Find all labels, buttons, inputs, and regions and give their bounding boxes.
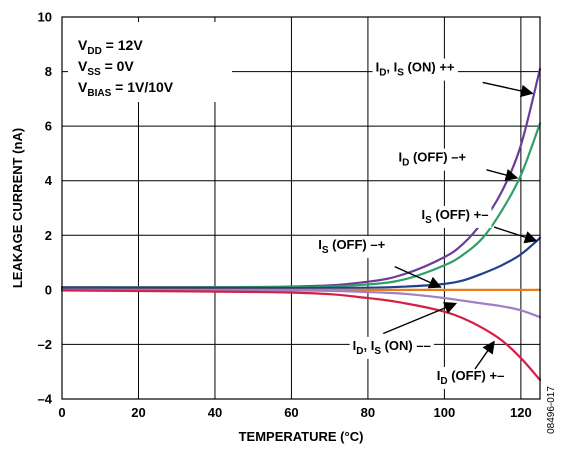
annotation-background — [418, 205, 492, 228]
x-tick-label: 100 — [434, 405, 456, 420]
x-tick-label: 80 — [361, 405, 375, 420]
series-line-2 — [60, 122, 542, 289]
x-tick-label: 120 — [510, 405, 532, 420]
annotation-background — [395, 148, 470, 171]
condition-text: VDD = 12V — [78, 37, 143, 57]
y-tick-label: 0 — [45, 282, 52, 297]
annotation-label: ID​, IS​ (ON) ++ — [376, 60, 455, 79]
annotation-arrow — [493, 226, 538, 244]
x-tick-label: 40 — [208, 405, 222, 420]
y-tick-label: 8 — [45, 64, 52, 79]
x-axis-label: TEMPERATURE (°C) — [239, 429, 364, 444]
annotation-label: ID​, IS​ (ON) –– — [353, 338, 431, 357]
x-tick-label: 60 — [284, 405, 298, 420]
annotation-1: ID​, IS​ (ON) ++ — [372, 58, 534, 98]
annotation-arrow — [394, 266, 442, 289]
annotation-6: ID​ (OFF) +– — [433, 340, 508, 389]
annotation-arrow — [482, 81, 534, 98]
annotation-arrow — [382, 302, 458, 335]
y-tick-label: 10 — [38, 10, 52, 25]
annotation-4: IS​ (OFF) –+ — [315, 235, 442, 289]
condition-text: VBIAS = 1V/10V — [78, 79, 174, 99]
annotation-2: ID​ (OFF) –+ — [395, 148, 519, 182]
series-line-6 — [60, 289, 542, 381]
conditions-background — [68, 22, 232, 102]
annotation-background — [349, 336, 434, 359]
annotation-background — [433, 366, 508, 389]
annotation-3: IS​ (OFF) +– — [418, 205, 538, 244]
annotation-label: ID​ (OFF) +– — [437, 368, 505, 387]
condition-text: VSS = 0V — [78, 58, 134, 78]
y-tick-label: –4 — [38, 392, 53, 407]
y-axis-label: LEAKAGE CURRENT (nA) — [10, 128, 25, 288]
figure-id: 08496-017 — [546, 386, 557, 434]
annotation-arrow — [474, 340, 495, 370]
series-line-3 — [60, 236, 542, 290]
annotation-5: ID​, IS​ (ON) –– — [349, 302, 458, 359]
plot-frame — [61, 16, 541, 400]
y-tick-label: 4 — [45, 173, 53, 188]
y-tick-label: –2 — [38, 337, 52, 352]
tick-labels: 0 20 40 60 80 100 120 –4 –2 0 2 4 6 8 10 — [38, 10, 532, 421]
annotation-label: IS​ (OFF) –+ — [318, 237, 385, 256]
x-tick-label: 0 — [58, 405, 65, 420]
annotation-background — [372, 58, 458, 81]
y-tick-label: 6 — [45, 119, 52, 134]
annotation-background — [315, 235, 389, 258]
x-tick-label: 20 — [131, 405, 145, 420]
annotation-arrow — [486, 168, 519, 182]
annotations: ID​, IS​ (ON) ++ ID​ (OFF) –+ IS​ (OFF) +–… — [315, 58, 538, 389]
annotation-label: ID​ (OFF) –+ — [399, 150, 467, 169]
series-line-5 — [60, 288, 542, 319]
annotation-label: IS​ (OFF) +– — [421, 207, 488, 226]
y-tick-label: 2 — [45, 228, 52, 243]
